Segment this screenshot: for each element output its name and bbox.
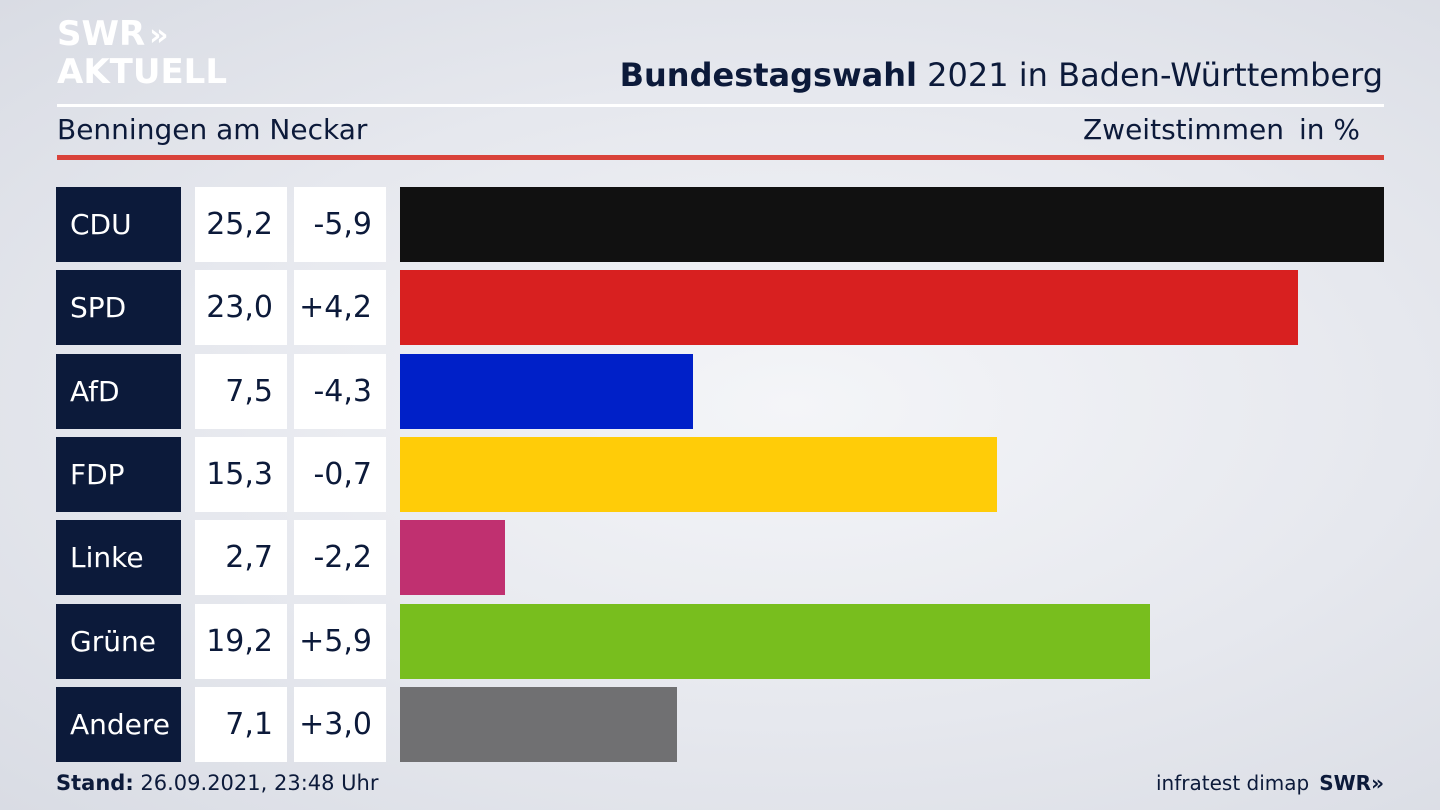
change-label: +4,2 bbox=[294, 270, 386, 345]
value-label: 7,5 bbox=[195, 354, 287, 429]
bar bbox=[400, 354, 693, 429]
header-accent-rule bbox=[57, 155, 1384, 160]
value-label: 15,3 bbox=[195, 437, 287, 512]
bar-row: FDP 15,3 -0,7 bbox=[0, 437, 1440, 512]
stand-value: 26.09.2021, 23:48 Uhr bbox=[133, 771, 379, 795]
bar bbox=[400, 604, 1150, 679]
change-label: +3,0 bbox=[294, 687, 386, 762]
change-label: -4,3 bbox=[294, 354, 386, 429]
source-label: infratest dimap bbox=[1156, 771, 1310, 795]
party-label: SPD bbox=[56, 270, 181, 345]
header-divider bbox=[57, 104, 1384, 107]
party-label: AfD bbox=[56, 354, 181, 429]
party-label: Andere bbox=[56, 687, 181, 762]
stand-label: Stand: bbox=[56, 771, 134, 795]
logo-line-2: AKTUELL bbox=[57, 52, 228, 92]
value-label: 19,2 bbox=[195, 604, 287, 679]
party-label: FDP bbox=[56, 437, 181, 512]
bar bbox=[400, 520, 505, 595]
party-label: Grüne bbox=[56, 604, 181, 679]
unit-label: in % bbox=[1299, 113, 1361, 146]
change-label: -2,2 bbox=[294, 520, 386, 595]
bar bbox=[400, 437, 997, 512]
page-title: Bundestagswahl 2021 in Baden-Württemberg bbox=[620, 56, 1383, 94]
bar bbox=[400, 270, 1298, 345]
bar-row: Andere 7,1 +3,0 bbox=[0, 687, 1440, 762]
value-label: 23,0 bbox=[195, 270, 287, 345]
timestamp: Stand: 26.09.2021, 23:48 Uhr bbox=[56, 771, 379, 795]
value-label: 2,7 bbox=[195, 520, 287, 595]
logo-line-1: SWR bbox=[57, 14, 146, 54]
title-rest: 2021 in Baden-Württemberg bbox=[916, 56, 1383, 94]
value-label: 7,1 bbox=[195, 687, 287, 762]
source-credit: infratest dimap SWR» bbox=[1156, 771, 1384, 795]
bar-row: SPD 23,0 +4,2 bbox=[0, 270, 1440, 345]
party-label: Linke bbox=[56, 520, 181, 595]
change-label: -0,7 bbox=[294, 437, 386, 512]
bar bbox=[400, 687, 677, 762]
bar-row: AfD 7,5 -4,3 bbox=[0, 354, 1440, 429]
change-label: +5,9 bbox=[294, 604, 386, 679]
swr-brand-logo: SWR» bbox=[1319, 771, 1384, 795]
measure-label: Zweitstimmen bbox=[1083, 113, 1284, 146]
bar bbox=[400, 187, 1384, 262]
title-bold: Bundestagswahl bbox=[619, 56, 917, 94]
change-label: -5,9 bbox=[294, 187, 386, 262]
value-label: 25,2 bbox=[195, 187, 287, 262]
swr-aktuell-logo: SWR» AKTUELL bbox=[57, 16, 227, 90]
party-label: CDU bbox=[56, 187, 181, 262]
bar-row: Linke 2,7 -2,2 bbox=[0, 520, 1440, 595]
bar-row: Grüne 19,2 +5,9 bbox=[0, 604, 1440, 679]
bar-row: CDU 25,2 -5,9 bbox=[0, 187, 1440, 262]
region-subtitle: Benningen am Neckar bbox=[57, 113, 368, 146]
